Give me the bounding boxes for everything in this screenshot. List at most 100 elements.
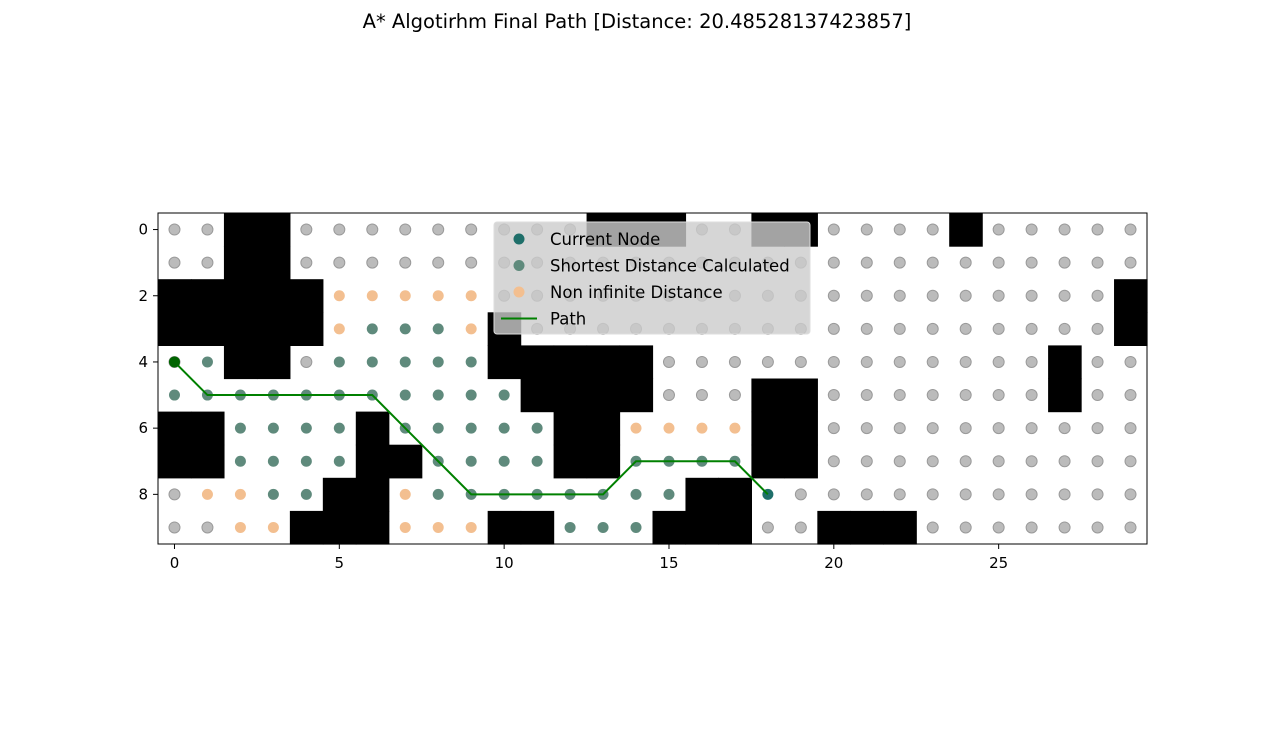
obstacle-cell xyxy=(256,279,291,313)
unvisited-node xyxy=(992,256,1005,269)
obstacle-cell xyxy=(1114,279,1148,313)
obstacle-cell xyxy=(388,444,423,479)
obstacle-cell xyxy=(520,378,555,413)
unvisited-node xyxy=(1091,422,1104,435)
plot-frame xyxy=(157,212,1148,545)
unvisited-node xyxy=(992,289,1005,302)
unvisited-node xyxy=(1124,422,1137,435)
unvisited-node xyxy=(992,422,1005,435)
unvisited-node xyxy=(1124,455,1137,468)
unvisited-node xyxy=(860,355,873,368)
unvisited-node xyxy=(893,422,906,435)
obstacle-cell xyxy=(685,510,720,545)
obstacle-cell xyxy=(487,510,522,545)
shortest-distance-node xyxy=(630,488,642,500)
obstacle-cell xyxy=(685,477,720,512)
unvisited-node xyxy=(1091,355,1104,368)
obstacle-cell xyxy=(256,345,291,380)
non-infinite-node xyxy=(399,521,411,533)
obstacle-cell xyxy=(355,444,390,479)
shortest-distance-node xyxy=(531,455,543,467)
chart-title: A* Algotirhm Final Path [Distance: 20.48… xyxy=(362,10,912,33)
unvisited-node xyxy=(860,422,873,435)
unvisited-node xyxy=(168,223,181,236)
non-infinite-node xyxy=(729,422,741,434)
obstacle-cell xyxy=(223,312,258,346)
unvisited-node xyxy=(1058,322,1071,335)
obstacle-cell xyxy=(322,510,357,545)
y-tick-label: 2 xyxy=(138,287,148,305)
unvisited-node xyxy=(1091,322,1104,335)
obstacle-cell xyxy=(289,312,324,346)
unvisited-node xyxy=(893,389,906,402)
obstacle-cell xyxy=(355,411,390,446)
legend-box xyxy=(493,221,811,335)
legend-shortest-distance-marker xyxy=(513,260,525,271)
unvisited-node xyxy=(1124,355,1137,368)
unvisited-node xyxy=(827,223,840,236)
non-infinite-node xyxy=(663,422,675,434)
shortest-distance-node xyxy=(333,422,345,434)
obstacle-cell xyxy=(158,411,192,446)
obstacle-cell xyxy=(520,510,555,545)
unvisited-node xyxy=(1124,256,1137,269)
unvisited-node xyxy=(201,256,214,269)
obstacle-cell xyxy=(158,279,192,313)
obstacle-cell xyxy=(850,510,884,545)
obstacle-cell xyxy=(158,444,192,479)
unvisited-node xyxy=(1091,223,1104,236)
obstacle-cell xyxy=(718,477,752,512)
shortest-distance-node xyxy=(300,488,312,500)
obstacle-cell xyxy=(586,444,621,479)
legend-current-node-marker xyxy=(513,233,525,245)
x-tick-label: 15 xyxy=(659,554,678,572)
obstacle-cell xyxy=(751,444,785,479)
y-tick-label: 0 xyxy=(138,221,148,239)
unvisited-node xyxy=(761,355,774,368)
shortest-distance-node xyxy=(465,389,477,401)
obstacle-cell xyxy=(751,411,785,446)
unvisited-node xyxy=(860,289,873,302)
shortest-distance-node xyxy=(333,455,345,467)
unvisited-node xyxy=(1124,223,1137,236)
unvisited-node xyxy=(827,355,840,368)
unvisited-node xyxy=(959,289,972,302)
unvisited-node xyxy=(992,389,1005,402)
unvisited-node xyxy=(1058,455,1071,468)
shortest-distance-node xyxy=(465,356,477,368)
unvisited-node xyxy=(860,488,873,501)
obstacle-cell xyxy=(784,411,818,446)
obstacle-cell xyxy=(223,279,258,313)
non-infinite-node xyxy=(201,488,213,500)
shortest-distance-node xyxy=(300,422,312,434)
shortest-distance-node xyxy=(234,455,246,467)
shortest-distance-node xyxy=(234,422,246,434)
obstacle-cell xyxy=(1048,378,1082,413)
obstacle-cell xyxy=(553,411,588,446)
shortest-distance-node xyxy=(399,389,411,401)
unvisited-node xyxy=(827,488,840,501)
unvisited-node xyxy=(662,355,675,368)
shortest-distance-node xyxy=(498,455,510,467)
obstacle-cell xyxy=(256,312,291,346)
unvisited-node xyxy=(300,256,313,269)
unvisited-node xyxy=(959,422,972,435)
unvisited-node xyxy=(1058,256,1071,269)
obstacle-cell xyxy=(751,378,785,413)
legend-non-infinite-marker xyxy=(513,286,525,298)
unvisited-node xyxy=(432,223,445,236)
unvisited-node xyxy=(926,322,939,335)
legend-non-infinite-label: Non infinite Distance xyxy=(550,283,723,302)
obstacle-cell xyxy=(553,444,588,479)
unvisited-node xyxy=(827,256,840,269)
obstacle-cell xyxy=(190,312,225,346)
unvisited-node xyxy=(794,355,807,368)
obstacle-cell xyxy=(784,378,818,413)
unvisited-node xyxy=(168,256,181,269)
unvisited-node xyxy=(860,389,873,402)
legend-shortest-distance-label: Shortest Distance Calculated xyxy=(550,257,790,276)
unvisited-node xyxy=(827,322,840,335)
unvisited-node xyxy=(465,256,478,269)
shortest-distance-node xyxy=(168,389,180,401)
shortest-distance-node xyxy=(597,521,609,533)
